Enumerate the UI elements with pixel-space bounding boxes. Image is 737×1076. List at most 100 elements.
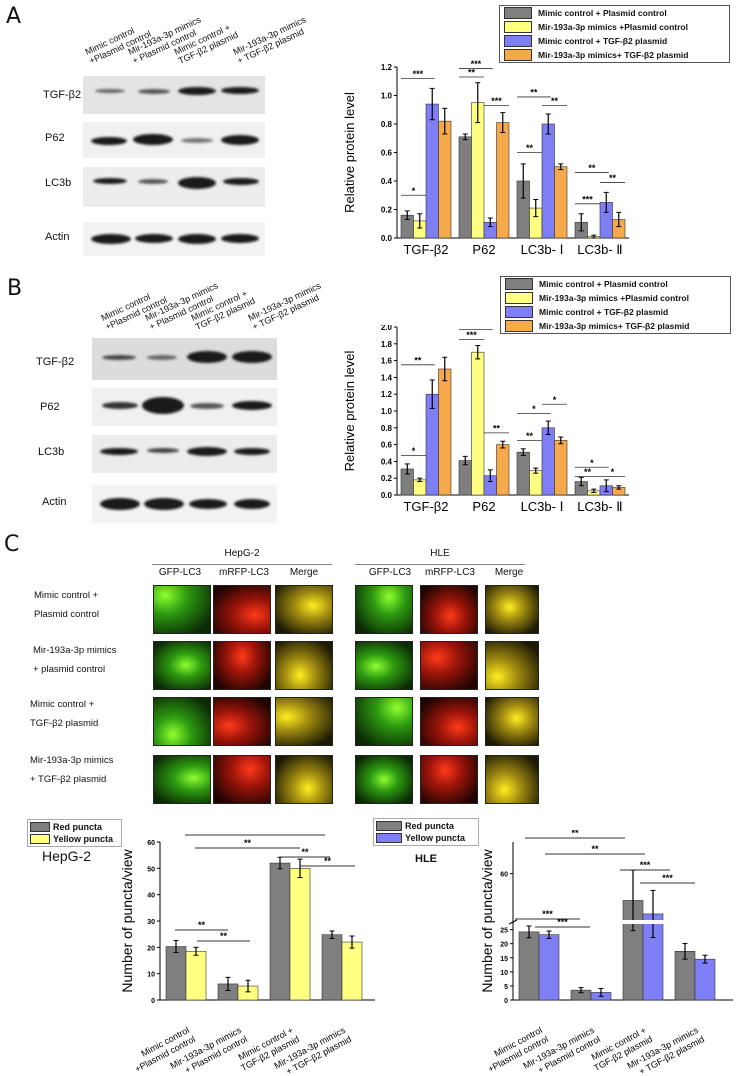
lane-label-a-4: Mir-193a-3p mimics + TGF-β2 plasmid: [232, 14, 312, 66]
legend-swatch-orange: [505, 320, 533, 332]
chart-b-legend: Mimic control + Plasmid control Mir-193a…: [500, 276, 731, 334]
blot-label-lc3b: LC3b: [38, 446, 65, 458]
significance-stars: **: [414, 355, 422, 365]
y-tick-label: 2.0: [381, 325, 393, 332]
microscopy-image-red: [420, 697, 478, 746]
bar: [438, 368, 452, 496]
y-tick-label: 0: [151, 998, 155, 1005]
bar: [471, 351, 485, 496]
y-tick-label: 0.6: [381, 149, 393, 158]
y-tick-label: 50: [147, 866, 155, 873]
microscopy-image-green: [153, 755, 211, 804]
bar: [438, 120, 452, 239]
microscopy-image-red: [213, 585, 271, 634]
axis-break-mark: [508, 919, 518, 925]
significance-stars: *: [553, 395, 557, 405]
y-tick-label: 0.6: [381, 441, 393, 450]
microscopy-image-merge: [485, 697, 539, 746]
band: [95, 89, 125, 93]
channel-header: mRFP-LC3: [218, 567, 269, 578]
microscopy-image-green: [153, 641, 211, 690]
legend-swatch-blue: [505, 306, 533, 318]
band: [102, 402, 138, 409]
panel-a-blot: Mimic control +Plasmid control Mir-193a-3…: [0, 0, 307, 260]
band: [187, 351, 227, 363]
legend-item: Red puncta: [30, 821, 119, 833]
row-label-line: Mimic control +: [34, 590, 99, 601]
y-tick-label: 0.0: [381, 234, 393, 243]
micro-row-label: Mimic control + Plasmid control: [34, 586, 99, 624]
microscopy-image-green: [355, 641, 413, 690]
blot-strip-actin: [92, 485, 277, 523]
y-tick-label: 1.6: [381, 357, 393, 366]
y-tick-label: 0.2: [381, 206, 393, 215]
legend-swatch-yellow: [30, 834, 50, 844]
legend-swatch-gray: [376, 821, 402, 831]
bar: [425, 393, 439, 496]
x-tick-label: P62: [472, 242, 495, 257]
channel-header: Merge: [289, 567, 319, 578]
band: [234, 448, 270, 455]
significance-stars: *: [532, 404, 536, 414]
panel-b-blot: Mimic control +Plasmid control Mir-193a-3…: [0, 260, 322, 530]
band: [138, 89, 170, 94]
legend-swatch-yellow: [505, 292, 533, 304]
y-tick-label: 0.4: [381, 457, 393, 466]
legend-item: Mimic control + Plasmid control: [501, 277, 730, 291]
x-tick-label: P62: [472, 499, 495, 514]
bar: [269, 862, 291, 1001]
legend-label: Yellow puncta: [53, 834, 114, 844]
legend-item: Mir-193a-3p mimics+ TGF-β2 plasmid: [501, 319, 730, 333]
legend-swatch-blue: [376, 833, 402, 843]
significance-stars: **: [324, 856, 332, 866]
blot-strip-p62: [83, 122, 265, 158]
band: [100, 498, 140, 510]
band: [223, 178, 259, 185]
y-tick-label: 40: [147, 893, 155, 900]
significance-stars: **: [468, 67, 476, 77]
header-divider: [152, 564, 332, 565]
y-axis-label: Number of puncta/view: [119, 849, 135, 993]
blot-label-tgfb2: TGF-β2: [36, 356, 75, 368]
y-tick-label: 0.8: [381, 120, 393, 129]
significance-stars: **: [301, 847, 309, 857]
blot-strip-lc3b: [83, 167, 265, 207]
legend-item: Yellow puncta: [30, 833, 119, 845]
significance-stars: **: [493, 423, 501, 433]
significance-stars: *: [611, 467, 615, 477]
row-label-line: Mir-193a-3p mimics: [33, 645, 117, 656]
legend-swatch-gray: [505, 278, 533, 290]
band: [181, 138, 213, 143]
bar: [413, 479, 427, 496]
channel-header: GFP-LC3: [368, 567, 412, 578]
band: [147, 355, 177, 360]
microscopy-image-merge: [275, 755, 333, 804]
blot-label-actin: Actin: [45, 231, 70, 243]
bar: [341, 941, 363, 1001]
blot-strip-actin: [83, 222, 265, 256]
significance-stars: ***: [466, 330, 477, 340]
micro-row-label: Mimic control + TGF-β2 plasmid: [30, 695, 98, 733]
band: [232, 401, 272, 410]
panel-b-letter: B: [7, 276, 23, 301]
x-tick-label: LC3b- Ⅱ: [577, 499, 622, 514]
microscopy-image-red: [420, 641, 478, 690]
legend-item: Mimic control + TGF-β2 plasmid: [500, 34, 729, 48]
significance-stars: **: [584, 467, 592, 477]
legend-label: Red puncta: [405, 821, 455, 831]
band: [178, 234, 216, 244]
y-tick-label: 1.2: [381, 390, 393, 399]
y-tick-label: 20: [147, 945, 155, 952]
y-tick-label: 1.0: [381, 407, 393, 416]
significance-stars: *: [474, 325, 478, 330]
cell-line-header-hle: HLE: [430, 548, 450, 559]
significance-stars: **: [530, 87, 538, 97]
significance-stars: ***: [542, 909, 553, 919]
legend-swatch-gray: [30, 822, 50, 832]
blot-label-lc3b: LC3b: [45, 177, 72, 189]
microscopy-image-green: [355, 755, 413, 804]
band: [142, 397, 184, 414]
microscopy-image-red: [420, 755, 478, 804]
legend-label: Mimic control + Plasmid control: [538, 8, 667, 18]
bar: [538, 934, 560, 1001]
